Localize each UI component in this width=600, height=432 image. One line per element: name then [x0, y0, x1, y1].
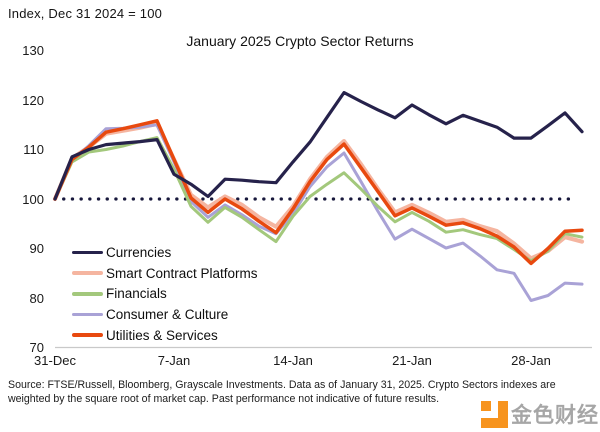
- legend-item-currencies: Currencies: [72, 242, 258, 263]
- y-tick-label: 100: [22, 191, 44, 207]
- legend-label: Consumer & Culture: [106, 306, 229, 322]
- x-tick-label: 31-Dec: [34, 353, 76, 368]
- source-footnote: Source: FTSE/Russell, Bloomberg, Graysca…: [8, 379, 556, 405]
- line-chart-plot-area: 130 120 110 100 90 80 70 31-Dec 7-Jan 14-Jan 21-Ja…: [22, 43, 592, 368]
- line-chart-svg: [52, 90, 592, 349]
- chart-legend: Currencies Smart Contract Platforms Fina…: [72, 242, 258, 345]
- smart-contract-platforms-line-swatch: [72, 271, 103, 275]
- utilities-services-line-swatch: [72, 333, 103, 337]
- y-tick-label: 130: [22, 43, 44, 58]
- consumer-culture-line-swatch: [72, 312, 103, 317]
- jinse-finance-watermark: 金色财经: [481, 399, 599, 429]
- legend-item-utilities-services: Utilities & Services: [72, 325, 258, 346]
- legend-item-financials: Financials: [72, 283, 258, 304]
- y-tick-label: 80: [29, 290, 44, 306]
- series-line-utilities-services: [53, 119, 584, 266]
- legend-item-consumer-culture: Consumer & Culture: [72, 304, 258, 325]
- y-tick-label: 90: [29, 241, 44, 256]
- financials-line-swatch: [72, 291, 103, 296]
- x-tick-label: 14-Jan: [273, 353, 313, 368]
- y-tick-label: 70: [29, 340, 44, 355]
- y-tick-label: 120: [22, 92, 44, 108]
- currencies-line-swatch: [72, 250, 103, 255]
- y-tick-label: 110: [23, 142, 44, 157]
- legend-item-smart-contract-platforms: Smart Contract Platforms: [72, 263, 258, 284]
- x-tick-label: 21-Jan: [392, 353, 432, 368]
- legend-label: Financials: [106, 286, 167, 302]
- legend-label: Utilities & Services: [106, 327, 218, 343]
- legend-label: Smart Contract Platforms: [106, 265, 258, 281]
- x-tick-label: 28-Jan: [511, 353, 551, 368]
- chart-title: January 2025 Crypto Sector Returns: [186, 33, 414, 49]
- watermark-text: 金色财经: [511, 404, 599, 427]
- jinse-finance-logo-icon: [481, 400, 508, 428]
- series-line-consumer-culture: [53, 123, 584, 302]
- series-line-currencies: [53, 90, 584, 201]
- legend-label: Currencies: [106, 244, 172, 260]
- x-tick-label: 7-Jan: [157, 353, 191, 368]
- index-base-label: Index, Dec 31 2024 = 100: [8, 6, 163, 21]
